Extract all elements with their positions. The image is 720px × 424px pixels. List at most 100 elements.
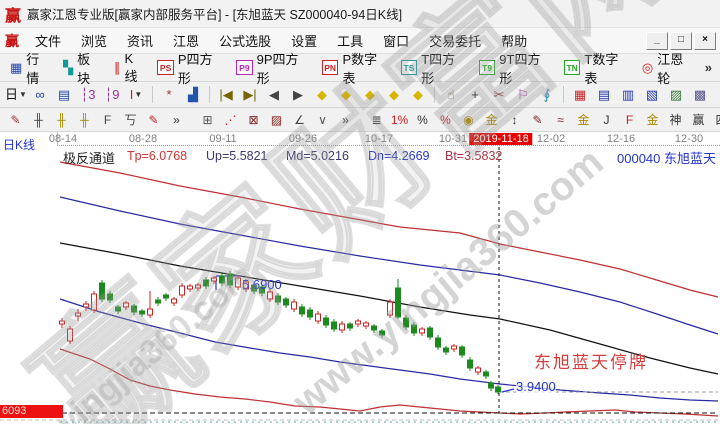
period-day-selector[interactable]: 日 ▼: [5, 87, 27, 102]
toolbar-separator: [209, 86, 210, 103]
toolbar-overflow-chevron[interactable]: »: [704, 60, 713, 75]
restore-button[interactable]: □: [670, 31, 692, 50]
next-page-button[interactable]: ▶: [293, 87, 303, 102]
calculator-tool[interactable]: ▤: [597, 87, 611, 102]
kline-canvas[interactable]: [0, 132, 720, 424]
ying-line-tool[interactable]: 赢: [692, 112, 705, 127]
stairs-tool[interactable]: ≣: [371, 112, 382, 127]
dropdown-caret-icon: ▼: [134, 89, 143, 99]
gold-line2-tool[interactable]: 金: [577, 112, 590, 127]
copy-tool[interactable]: ▨: [669, 87, 683, 102]
candle-up: [147, 308, 153, 316]
last-tick: [501, 388, 515, 393]
fan-lines-tool[interactable]: ⋰: [224, 112, 237, 127]
menu-item-9[interactable]: 交易委托: [429, 34, 482, 49]
p-number-button[interactable]: PN P数字表: [316, 47, 395, 89]
candle-down: [107, 293, 113, 301]
candle-down: [459, 346, 465, 356]
candle-down: [411, 324, 417, 334]
kline-button[interactable]: ∥ K线: [108, 49, 151, 87]
f-grid-tool[interactable]: F: [103, 112, 112, 127]
f-line-tool[interactable]: F: [625, 112, 634, 127]
9p-square-button[interactable]: P9 9P四方形: [230, 47, 316, 89]
color-chart-tool[interactable]: ▟: [188, 87, 198, 102]
bars-3-tool[interactable]: ┆3: [80, 87, 96, 102]
cycle-tool[interactable]: ∮: [543, 87, 551, 102]
si-line-tool[interactable]: 四: [711, 111, 720, 129]
brush-tool[interactable]: ✎: [148, 112, 159, 127]
menu-item-2[interactable]: 浏览: [81, 34, 108, 49]
print-tool[interactable]: ▩: [693, 87, 707, 102]
zoom-diamond-1[interactable]: ◆: [317, 87, 327, 102]
v-line-tool[interactable]: ∨: [318, 112, 327, 127]
box-fan-tool[interactable]: ⊠: [248, 112, 259, 127]
hand-tool[interactable]: ☝: [447, 87, 455, 102]
j-line-tool[interactable]: J: [603, 112, 610, 127]
gold-grid-tool[interactable]: ╫: [57, 112, 66, 127]
gold-line-tool[interactable]: 金: [485, 112, 498, 127]
scale-tool[interactable]: ↕: [511, 112, 518, 127]
last-page-button[interactable]: ▶|: [243, 87, 257, 102]
menu-item-4[interactable]: 江恩: [173, 34, 200, 49]
more-tools-2[interactable]: »: [342, 112, 349, 127]
candle-style-selector[interactable]: I ▼: [129, 87, 143, 102]
prev-page-button[interactable]: ◀: [269, 87, 279, 102]
wave-tool[interactable]: ≈: [557, 112, 564, 127]
9t-square-button-label: 9T四方形: [499, 51, 541, 86]
brush2-tool[interactable]: ✎: [532, 112, 543, 127]
overlay-tool[interactable]: ∞: [35, 87, 45, 102]
trend-line-tool[interactable]: ∠: [294, 112, 305, 127]
menu-item-8[interactable]: 窗口: [383, 34, 410, 49]
calendar-tool[interactable]: ▦: [573, 87, 587, 102]
shen-line-tool[interactable]: 神: [669, 112, 682, 127]
notes-tool[interactable]: ▤: [57, 87, 71, 102]
menu-item-1[interactable]: 文件: [35, 34, 62, 49]
box-hatch-tool[interactable]: ▨: [270, 112, 283, 127]
report-tool[interactable]: ▥: [621, 87, 635, 102]
first-page-button[interactable]: |◀: [219, 87, 233, 102]
menu-item-6[interactable]: 设置: [291, 34, 318, 49]
kline-type-label: 日K线: [3, 138, 36, 152]
zoom-diamond-5[interactable]: ◆: [413, 87, 423, 102]
percent-line-tool[interactable]: %: [440, 112, 451, 127]
gold-circle-tool[interactable]: ◉: [463, 112, 474, 127]
candle-down: [443, 347, 449, 353]
crosshair-tool[interactable]: +: [471, 87, 479, 102]
menu-item-5[interactable]: 公式选股: [219, 34, 272, 49]
percent-tool[interactable]: %: [417, 112, 428, 127]
quotes-button[interactable]: ▦ 行情: [4, 47, 57, 89]
one-percent-tool[interactable]: 1%: [390, 112, 409, 127]
close-button[interactable]: ×: [694, 31, 716, 50]
box-tool[interactable]: ⊞: [202, 112, 213, 127]
sectors-button[interactable]: ▚ 板块: [57, 47, 108, 89]
cut-tool[interactable]: ✂: [493, 87, 505, 102]
zoom-diamond-2[interactable]: ◆: [341, 87, 351, 102]
9t-square-button[interactable]: T9 9T四方形: [473, 47, 558, 89]
toolbar-separator: [563, 86, 564, 103]
candle-up: [59, 320, 65, 325]
t-square-button[interactable]: TS T四方形: [395, 47, 473, 89]
dropdown-caret-icon: ▼: [19, 89, 27, 99]
menu-item-7[interactable]: 工具: [337, 34, 364, 49]
zoom-diamond-3[interactable]: ◆: [365, 87, 375, 102]
menu-item-3[interactable]: 资讯: [127, 34, 154, 49]
p-square-button[interactable]: PS P四方形: [151, 47, 230, 89]
more-tools-1[interactable]: »: [173, 112, 180, 127]
pen-tool[interactable]: ✎: [10, 112, 21, 127]
gold-line3-tool[interactable]: 金: [646, 112, 659, 127]
chart-area[interactable]: 08-14 08-28 09-11 09-26 10-17 10-31 2019-11-18…: [0, 132, 720, 424]
save-tool[interactable]: ▧: [645, 87, 659, 102]
grid-tool[interactable]: ╫: [34, 112, 43, 127]
minimize-button[interactable]: _: [646, 31, 668, 50]
t-number-button[interactable]: TN T数字表: [558, 47, 636, 89]
flag-tool[interactable]: ⚐: [517, 87, 529, 102]
zoom-diamond-4[interactable]: ◆: [389, 87, 399, 102]
candle-down: [307, 309, 313, 318]
menu-item-10[interactable]: 帮助: [501, 34, 528, 49]
hook-tool[interactable]: 丂: [124, 112, 137, 127]
bars-9-tool[interactable]: ┆9: [104, 87, 120, 102]
t-number-button-label: T数字表: [584, 51, 619, 86]
gold-grid2-tool[interactable]: ╫: [80, 112, 89, 127]
gann-pattern-tool[interactable]: *: [166, 87, 172, 102]
gann-wheel-button[interactable]: ◎ 江恩轮: [636, 47, 701, 89]
